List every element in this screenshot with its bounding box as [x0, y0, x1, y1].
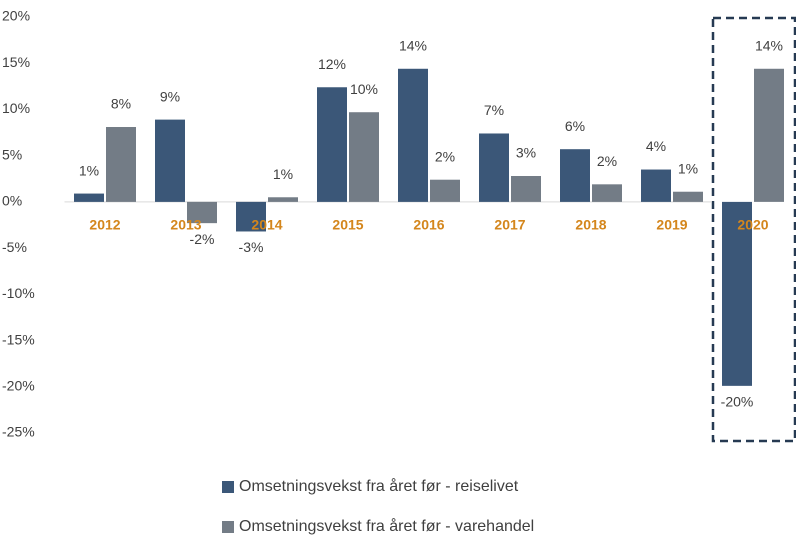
- legend-label: Omsetningsvekst fra året før - reiselive…: [239, 477, 519, 495]
- bar: [317, 87, 347, 202]
- bar: [641, 169, 671, 202]
- x-tick-label: 2020: [737, 217, 768, 233]
- data-label: 9%: [160, 88, 180, 104]
- y-tick-label: 0%: [2, 193, 22, 209]
- data-label: -2%: [190, 231, 215, 247]
- data-label: 3%: [516, 145, 536, 161]
- bar: [560, 149, 590, 202]
- data-label: 7%: [484, 102, 504, 118]
- x-tick-label: 2018: [575, 217, 606, 233]
- bar: [236, 201, 266, 232]
- x-tick-label: 2013: [170, 217, 201, 233]
- data-label: 2%: [435, 148, 455, 164]
- bar: [479, 133, 509, 202]
- data-label: 4%: [646, 138, 666, 154]
- data-label: 10%: [350, 81, 378, 97]
- bar: [106, 127, 136, 202]
- bar: [592, 184, 622, 202]
- data-label: 14%: [755, 37, 783, 53]
- data-label: 14%: [399, 37, 427, 53]
- x-tick-label: 2016: [413, 217, 444, 233]
- bar: [155, 119, 185, 202]
- data-label: 1%: [273, 166, 293, 182]
- y-tick-label: 5%: [2, 146, 22, 162]
- y-tick-label: 20%: [2, 8, 30, 24]
- data-label: 1%: [678, 160, 698, 176]
- bar: [74, 193, 104, 202]
- legend-swatch: [222, 481, 234, 493]
- x-tick-label: 2015: [332, 217, 363, 233]
- bar: [187, 201, 217, 224]
- y-tick-label: -15%: [2, 331, 35, 347]
- x-tick-label: 2012: [89, 217, 120, 233]
- bar: [430, 179, 460, 202]
- x-tick-label: 2017: [494, 217, 525, 233]
- bar: [511, 176, 541, 202]
- data-label: 8%: [111, 96, 131, 112]
- y-tick-label: -5%: [2, 239, 27, 255]
- y-tick-label: -10%: [2, 285, 35, 301]
- bar: [673, 191, 703, 202]
- bar: [349, 112, 379, 202]
- bar: [398, 68, 428, 202]
- data-label: -3%: [239, 239, 264, 255]
- data-label: 2%: [597, 153, 617, 169]
- data-label: 12%: [318, 56, 346, 72]
- y-tick-label: 10%: [2, 100, 30, 116]
- y-tick-label: -25%: [2, 424, 35, 440]
- x-tick-label: 2014: [251, 217, 282, 233]
- y-tick-label: -20%: [2, 377, 35, 393]
- bar: [268, 197, 298, 202]
- data-label: -20%: [721, 394, 754, 410]
- legend-label: Omsetningsvekst fra året før - varehande…: [239, 517, 534, 535]
- bar: [722, 201, 752, 386]
- legend-swatch: [222, 521, 234, 533]
- bar: [754, 68, 784, 202]
- y-tick-label: 15%: [2, 54, 30, 70]
- x-tick-label: 2019: [656, 217, 687, 233]
- data-label: 1%: [79, 162, 99, 178]
- highlight-box: [711, 16, 796, 443]
- data-label: 6%: [565, 118, 585, 134]
